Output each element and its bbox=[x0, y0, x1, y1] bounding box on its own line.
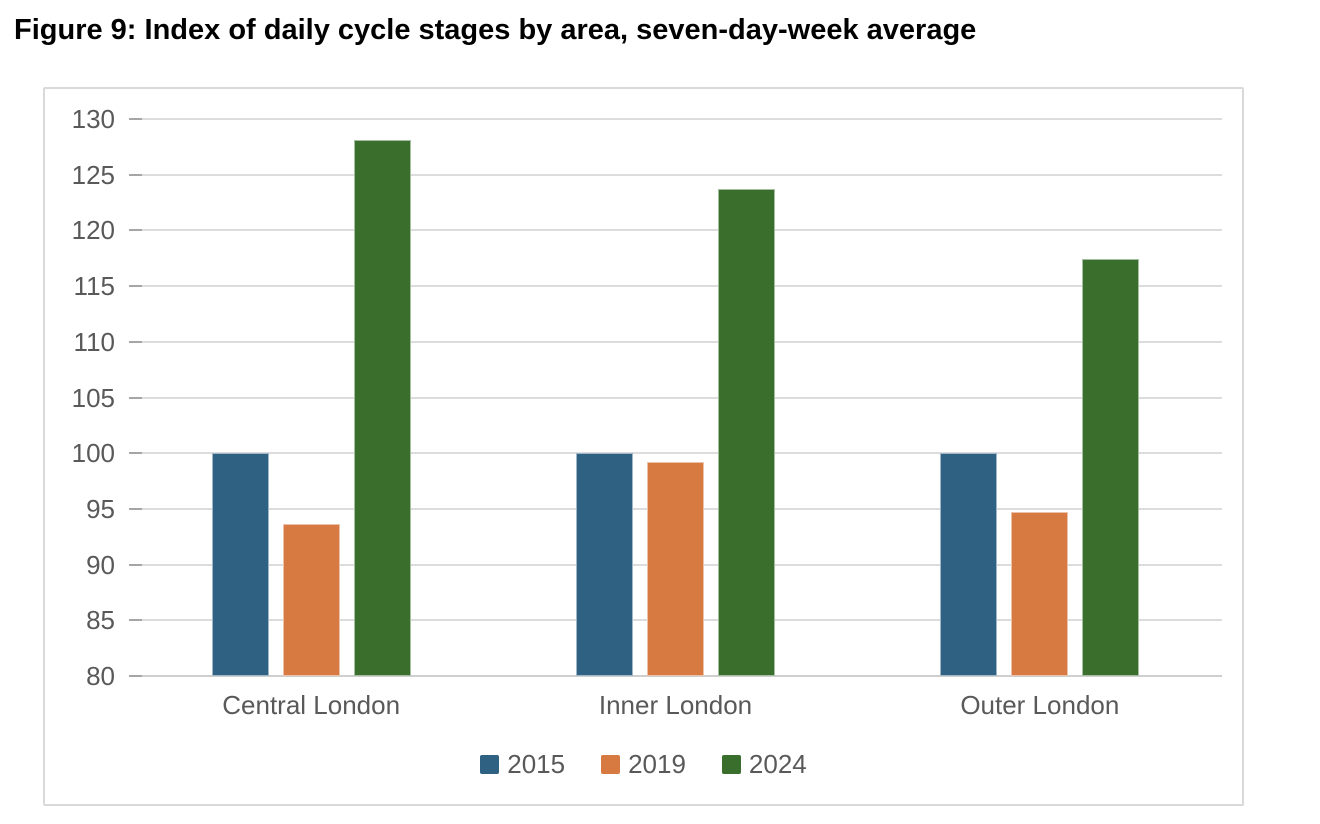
y-gridline bbox=[129, 396, 1222, 399]
bar-inner-london-2024 bbox=[718, 189, 775, 676]
y-axis-label: 95 bbox=[86, 493, 115, 524]
x-axis-label: Outer London bbox=[960, 690, 1120, 720]
bar-inner-london-2019 bbox=[647, 462, 704, 676]
y-gridline bbox=[129, 229, 1222, 232]
y-axis-label: 105 bbox=[71, 382, 115, 413]
y-axis-label: 110 bbox=[73, 326, 115, 357]
y-tick bbox=[129, 285, 142, 288]
y-gridline bbox=[129, 675, 1222, 677]
legend-swatch-2024 bbox=[721, 755, 741, 774]
y-tick bbox=[129, 563, 142, 566]
y-gridline bbox=[129, 285, 1222, 288]
bar-central-london-2015 bbox=[211, 453, 269, 676]
x-axis-label: Central London bbox=[222, 690, 401, 720]
y-tick bbox=[129, 507, 142, 510]
x-axis-label: Inner London bbox=[598, 690, 753, 720]
legend-item: 2024 bbox=[721, 749, 807, 780]
y-tick bbox=[129, 396, 142, 399]
y-gridline bbox=[129, 173, 1222, 176]
y-gridline bbox=[129, 118, 1222, 120]
legend-label: 2024 bbox=[748, 749, 807, 779]
y-tick bbox=[129, 675, 142, 677]
chart-container: 80 85 90 95 100 105 110 115 120 125 130 Central Lon… bbox=[43, 87, 1244, 806]
y-axis-label: 85 bbox=[86, 605, 115, 636]
y-axis-label: 80 bbox=[86, 661, 115, 691]
plot-area: 80 85 90 95 100 105 110 115 120 125 130 Central Lon… bbox=[45, 89, 1242, 804]
y-axis-label: 90 bbox=[86, 549, 115, 580]
y-tick bbox=[129, 173, 142, 176]
y-tick bbox=[129, 452, 142, 455]
bar-central-london-2019 bbox=[282, 524, 340, 676]
legend-swatch-2015 bbox=[480, 755, 500, 774]
figure-title: Figure 9: Index of daily cycle stages by… bbox=[14, 14, 977, 46]
legend-label: 2015 bbox=[507, 749, 566, 779]
y-axis-label: 125 bbox=[71, 159, 115, 190]
y-axis-label: 115 bbox=[73, 271, 115, 302]
y-tick bbox=[129, 118, 142, 120]
y-tick bbox=[129, 619, 142, 622]
bar-outer-london-2015 bbox=[940, 453, 998, 676]
legend-swatch-2019 bbox=[601, 755, 621, 774]
y-gridline bbox=[129, 452, 1222, 455]
bar-inner-london-2015 bbox=[576, 453, 633, 676]
bar-outer-london-2019 bbox=[1011, 512, 1069, 676]
y-gridline bbox=[129, 340, 1222, 343]
chart-legend: 2015 2019 2024 bbox=[45, 749, 1242, 780]
y-tick bbox=[129, 229, 142, 232]
y-tick bbox=[129, 340, 142, 343]
y-axis-label: 130 bbox=[71, 104, 115, 134]
legend-item: 2015 bbox=[480, 749, 565, 780]
y-axis-label: 120 bbox=[71, 215, 115, 246]
bar-outer-london-2024 bbox=[1082, 259, 1140, 676]
legend-item: 2019 bbox=[601, 749, 686, 780]
legend-label: 2019 bbox=[628, 749, 686, 779]
y-axis-label: 100 bbox=[71, 438, 115, 469]
bar-central-london-2024 bbox=[353, 140, 411, 676]
